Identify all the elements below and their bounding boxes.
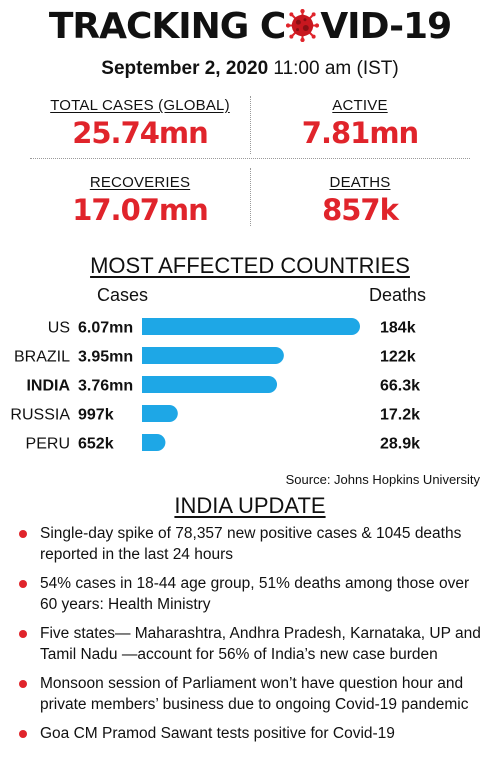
cases-column-heading: Cases xyxy=(97,285,149,305)
title-text-part1: TRACKING C xyxy=(48,6,286,47)
list-item: 54% cases in 18-44 age group, 51% deaths… xyxy=(18,573,488,615)
deaths-data-label: 17.2k xyxy=(380,407,420,424)
cases-bar-flat-edge xyxy=(142,434,151,451)
list-item-text: Five states— Maharashtra, Andhra Pradesh… xyxy=(40,625,481,663)
page-title: TRACKING C VID-19 xyxy=(0,6,500,47)
cases-bar xyxy=(142,405,178,422)
cases-bar xyxy=(142,347,284,364)
deaths-data-label: 28.9k xyxy=(380,436,420,453)
cases-data-label: 997k xyxy=(78,407,114,424)
cases-data-label: 6.07mn xyxy=(78,320,133,337)
dateline: September 2, 2020 11:00 am (IST) xyxy=(0,58,500,80)
stats-divider-vertical-bottom xyxy=(250,168,251,226)
deaths-data-label: 184k xyxy=(380,320,416,337)
recoveries-label: RECOVERIES xyxy=(89,174,191,191)
report-date: September 2, 2020 xyxy=(101,58,269,79)
country-label: PERU xyxy=(26,436,70,453)
country-label: INDIA xyxy=(26,378,70,395)
title-text-part2: VID-19 xyxy=(320,6,452,47)
cases-bar-flat-edge xyxy=(142,318,151,335)
cases-data-label: 3.95mn xyxy=(78,349,133,366)
list-item-text: 54% cases in 18-44 age group, 51% deaths… xyxy=(40,575,470,613)
active-label: ACTIVE xyxy=(332,97,388,114)
stats-divider-horizontal xyxy=(30,158,470,159)
cases-bar-flat-edge xyxy=(142,347,151,364)
cases-bar-flat-edge xyxy=(142,405,151,422)
bullet-dot-icon xyxy=(19,680,27,688)
chart-heading: MOST AFFECTED COUNTRIES xyxy=(90,253,410,278)
stats-divider-vertical-top xyxy=(250,96,251,154)
india-update-list: Single-day spike of 78,357 new positive … xyxy=(18,523,488,752)
cases-bar-flat-edge xyxy=(142,376,151,393)
chart-source: Source: Johns Hopkins University xyxy=(285,472,480,487)
deaths-value: 857k xyxy=(322,193,399,227)
deaths-column-heading: Deaths xyxy=(369,285,427,305)
list-item-text: Goa CM Pramod Sawant tests positive for … xyxy=(40,725,395,742)
cases-data-label: 3.76mn xyxy=(78,378,133,395)
country-label: RUSSIA xyxy=(10,407,70,424)
report-time: 11:00 am (IST) xyxy=(273,58,399,79)
recoveries-value: 17.07mn xyxy=(72,193,209,227)
bullet-dot-icon xyxy=(19,630,27,638)
list-item-text: Single-day spike of 78,357 new positive … xyxy=(40,525,462,563)
bullet-dot-icon xyxy=(19,730,27,738)
bullet-dot-icon xyxy=(19,580,27,588)
list-item: Single-day spike of 78,357 new positive … xyxy=(18,523,488,565)
country-label: US xyxy=(48,320,70,337)
deaths-data-label: 122k xyxy=(380,349,416,366)
india-update-heading: INDIA UPDATE xyxy=(174,493,326,518)
most-affected-countries-chart: US 6.07mn 184k BRAZIL 3.95mn 122k INDIA 3.76mn 6… xyxy=(10,318,420,453)
coronavirus-icon xyxy=(286,9,320,42)
list-item: Monsoon session of Parliament won’t have… xyxy=(18,673,488,715)
cases-bar xyxy=(142,318,360,335)
total-cases-value: 25.74mn xyxy=(72,116,209,150)
list-item-text: Monsoon session of Parliament won’t have… xyxy=(40,675,469,713)
cases-bar xyxy=(142,376,278,393)
active-value: 7.81mn xyxy=(301,116,419,150)
deaths-data-label: 66.3k xyxy=(380,378,420,395)
deaths-label: DEATHS xyxy=(329,174,391,191)
total-cases-label: TOTAL CASES (GLOBAL) xyxy=(50,97,230,114)
country-label: BRAZIL xyxy=(14,349,70,366)
cases-data-label: 652k xyxy=(78,436,114,453)
bullet-dot-icon xyxy=(19,530,27,538)
list-item: Goa CM Pramod Sawant tests positive for … xyxy=(18,723,488,744)
list-item: Five states— Maharashtra, Andhra Pradesh… xyxy=(18,623,488,665)
